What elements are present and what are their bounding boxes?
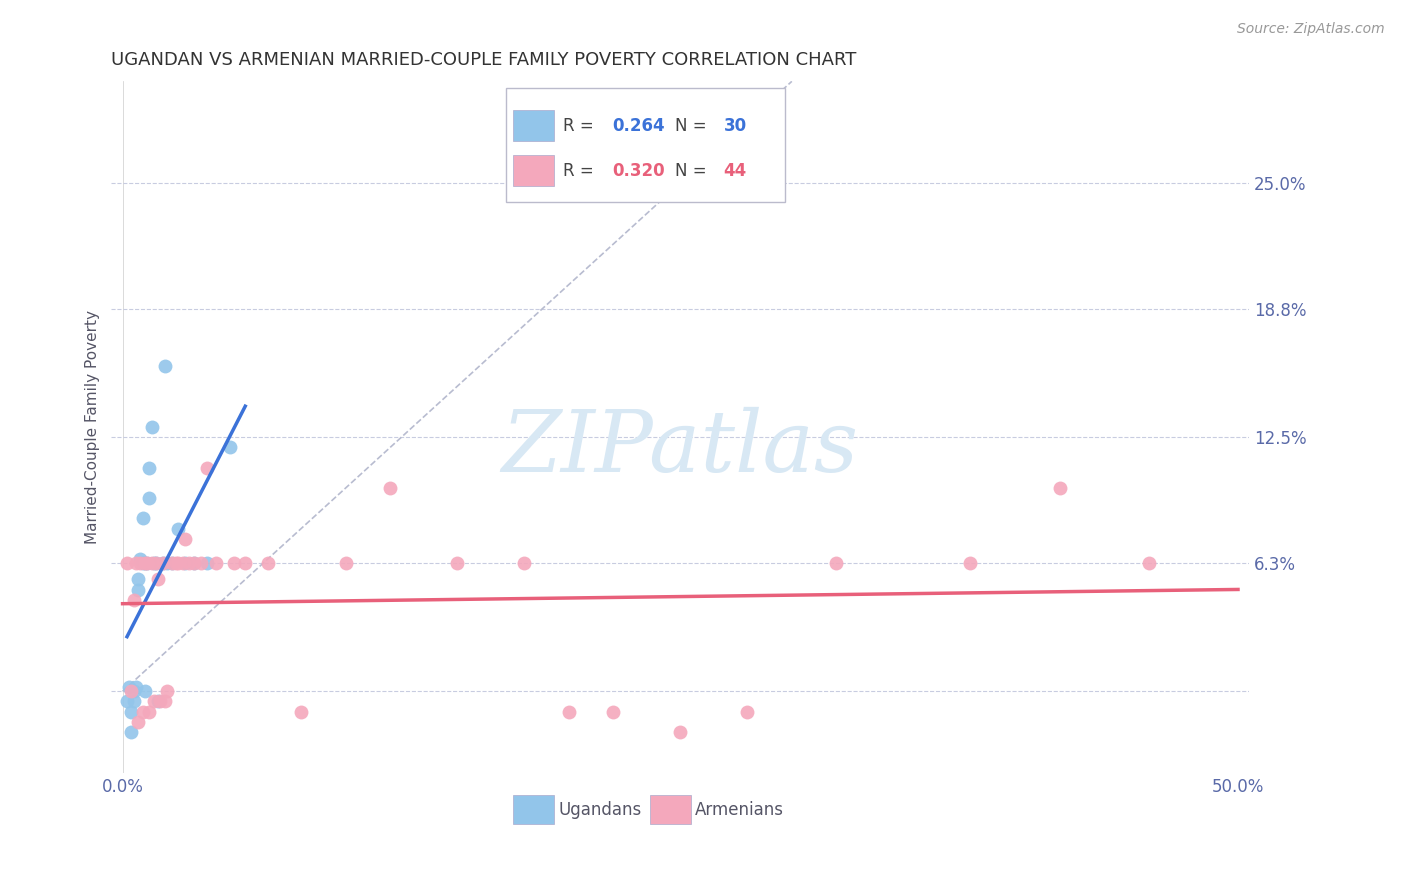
Point bbox=[160, 556, 183, 570]
Point bbox=[141, 420, 163, 434]
Point bbox=[118, 680, 141, 694]
Text: Ugandans: Ugandans bbox=[558, 801, 641, 819]
Point bbox=[174, 532, 197, 546]
Point bbox=[195, 556, 218, 570]
Point bbox=[127, 714, 149, 729]
Text: Armenians: Armenians bbox=[695, 801, 785, 819]
Point bbox=[335, 556, 357, 570]
Point bbox=[115, 556, 138, 570]
Point bbox=[160, 556, 183, 570]
Point bbox=[290, 705, 312, 719]
Point bbox=[153, 359, 176, 373]
Text: ZIPatlas: ZIPatlas bbox=[502, 407, 859, 489]
Point bbox=[156, 556, 179, 570]
Text: Source: ZipAtlas.com: Source: ZipAtlas.com bbox=[1237, 22, 1385, 37]
Text: N =: N = bbox=[675, 162, 711, 180]
Point bbox=[125, 556, 148, 570]
Text: 0.320: 0.320 bbox=[612, 162, 665, 180]
Point bbox=[233, 556, 256, 570]
Point bbox=[152, 556, 174, 570]
Point bbox=[183, 556, 205, 570]
Text: R =: R = bbox=[562, 117, 599, 136]
Text: 0.264: 0.264 bbox=[612, 117, 665, 136]
Point bbox=[141, 556, 163, 570]
Point bbox=[149, 694, 172, 708]
Point bbox=[167, 522, 190, 536]
Point bbox=[121, 725, 143, 739]
FancyBboxPatch shape bbox=[506, 88, 785, 202]
Point bbox=[183, 556, 205, 570]
FancyBboxPatch shape bbox=[513, 110, 554, 142]
Point bbox=[129, 552, 152, 566]
Point bbox=[1137, 556, 1160, 570]
Point bbox=[127, 582, 149, 597]
Point bbox=[131, 556, 153, 570]
Point bbox=[218, 440, 240, 454]
Point bbox=[136, 556, 159, 570]
Point bbox=[115, 694, 138, 708]
Point bbox=[825, 556, 848, 570]
Point bbox=[174, 556, 197, 570]
FancyBboxPatch shape bbox=[513, 154, 554, 186]
Point bbox=[138, 491, 160, 505]
Point bbox=[195, 460, 218, 475]
Point bbox=[138, 460, 160, 475]
Point bbox=[156, 684, 179, 698]
Point bbox=[190, 556, 212, 570]
Point bbox=[121, 684, 143, 698]
Point bbox=[145, 556, 167, 570]
Point bbox=[172, 556, 194, 570]
Text: UGANDAN VS ARMENIAN MARRIED-COUPLE FAMILY POVERTY CORRELATION CHART: UGANDAN VS ARMENIAN MARRIED-COUPLE FAMIL… bbox=[111, 51, 856, 69]
Text: R =: R = bbox=[562, 162, 599, 180]
Point bbox=[131, 511, 153, 525]
FancyBboxPatch shape bbox=[650, 795, 690, 824]
Point bbox=[256, 556, 278, 570]
Point bbox=[735, 705, 758, 719]
Point bbox=[179, 556, 201, 570]
Point bbox=[136, 556, 159, 570]
Point bbox=[131, 705, 153, 719]
Point bbox=[167, 556, 190, 570]
Point bbox=[122, 684, 145, 698]
Text: N =: N = bbox=[675, 117, 711, 136]
Point bbox=[148, 573, 170, 587]
Point bbox=[602, 705, 624, 719]
Point bbox=[142, 556, 165, 570]
Point bbox=[165, 556, 187, 570]
Point bbox=[1049, 481, 1071, 495]
Text: 44: 44 bbox=[724, 162, 747, 180]
Point bbox=[148, 694, 170, 708]
FancyBboxPatch shape bbox=[513, 795, 554, 824]
Point bbox=[142, 694, 165, 708]
Y-axis label: Married-Couple Family Poverty: Married-Couple Family Poverty bbox=[86, 310, 100, 544]
Point bbox=[669, 725, 692, 739]
Point bbox=[145, 556, 167, 570]
Point bbox=[153, 694, 176, 708]
Point bbox=[122, 694, 145, 708]
Point bbox=[224, 556, 246, 570]
Point bbox=[129, 556, 152, 570]
Point bbox=[125, 680, 148, 694]
Point bbox=[134, 556, 156, 570]
Point bbox=[446, 556, 468, 570]
Point bbox=[134, 556, 156, 570]
Point bbox=[205, 556, 228, 570]
Point bbox=[513, 556, 536, 570]
Point bbox=[380, 481, 402, 495]
Point bbox=[134, 684, 156, 698]
Point bbox=[959, 556, 981, 570]
Point bbox=[122, 592, 145, 607]
Point bbox=[121, 705, 143, 719]
Point bbox=[152, 556, 174, 570]
Point bbox=[127, 573, 149, 587]
Text: 30: 30 bbox=[724, 117, 747, 136]
Point bbox=[558, 705, 581, 719]
Point bbox=[138, 705, 160, 719]
